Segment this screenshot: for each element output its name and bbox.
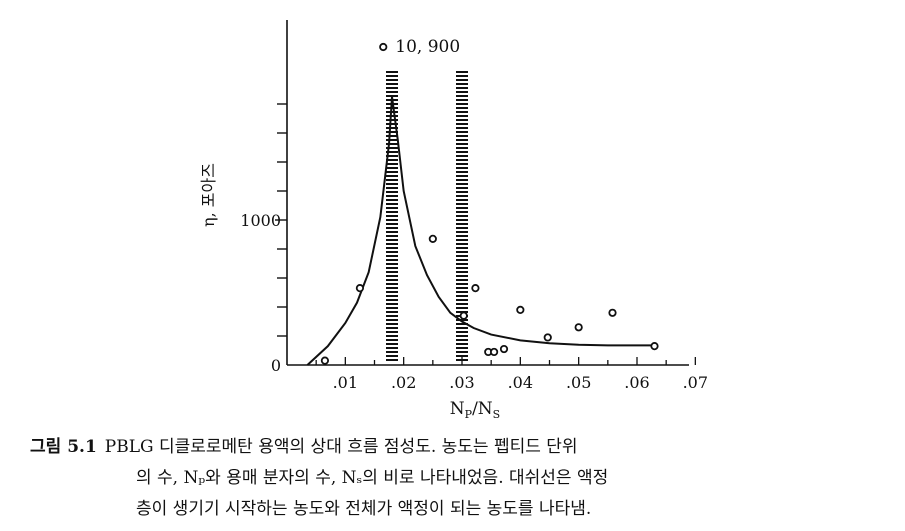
data-point xyxy=(608,308,617,317)
off-scale-point xyxy=(379,42,388,52)
x-tick-label: .06 xyxy=(624,373,649,392)
dashed-line xyxy=(456,71,468,361)
x-tick-label: .07 xyxy=(683,373,708,392)
x-axis-label: NP/NS xyxy=(450,399,500,421)
x-tick-label: .03 xyxy=(449,373,474,392)
viscosity-chart: .01 .02 .03 .04 .05 .06 .07 0 1000 10, 900 NP/NS… xyxy=(199,20,708,421)
data-point xyxy=(499,344,509,354)
data-point xyxy=(516,305,525,314)
data-point xyxy=(428,234,437,243)
caption-line-1: 그림 5.1 PBLG 디클로로메탄 용액의 상대 흐름 점성도. 농도는 펩티드… xyxy=(30,437,578,457)
data-point xyxy=(574,323,583,332)
dashed-line xyxy=(386,71,398,361)
data-point xyxy=(471,284,480,293)
x-tick-label: .04 xyxy=(508,373,533,392)
caption-line-3: 층이 생기기 시작하는 농도와 전체가 액정이 되는 농도를 나타냄. xyxy=(136,499,592,519)
axes xyxy=(275,20,696,366)
data-points xyxy=(320,234,659,365)
figure-caption: 그림 5.1 PBLG 디클로로메탄 용액의 상대 흐름 점성도. 농도는 펩티드… xyxy=(30,432,890,525)
tick-labels: .01 .02 .03 .04 .05 .06 .07 0 1000 xyxy=(240,211,708,392)
data-point xyxy=(320,356,330,365)
y-tick-label: 1000 xyxy=(240,211,281,230)
data-point xyxy=(543,333,552,342)
data-point xyxy=(650,342,659,351)
caption-line-2: 의 수, Nₚ와 용매 분자의 수, Nₛ의 비로 나타내었음. 대쉬선은 액정 xyxy=(136,468,609,488)
x-tick-label: .02 xyxy=(391,373,416,392)
off-scale-label: 10, 900 xyxy=(395,37,460,57)
fit-curve xyxy=(306,96,655,366)
y-tick-label: 0 xyxy=(271,356,281,375)
data-point xyxy=(459,311,468,320)
data-point xyxy=(489,347,499,357)
x-tick-label: .05 xyxy=(566,373,591,392)
data-point xyxy=(355,284,365,293)
y-axis-label: η, 포아즈 xyxy=(199,163,218,227)
x-tick-label: .01 xyxy=(333,373,358,392)
caption-label: 그림 5.1 xyxy=(30,437,97,457)
off-scale-annotation: 10, 900 xyxy=(379,37,460,57)
